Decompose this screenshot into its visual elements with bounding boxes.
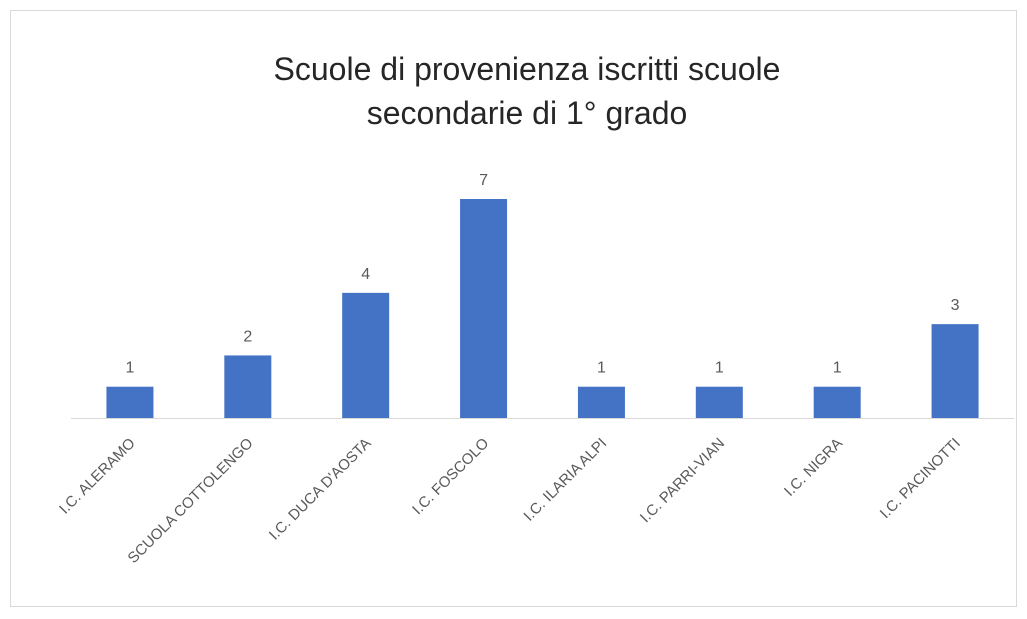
data-label: 1 [715, 360, 724, 377]
bar [931, 324, 979, 418]
bar [813, 386, 861, 418]
data-label: 7 [479, 172, 488, 189]
data-label: 1 [125, 360, 134, 377]
chart-title: secondarie di 1° grado [367, 95, 688, 131]
data-label: 4 [361, 266, 370, 283]
bar [342, 292, 390, 418]
bar [460, 199, 508, 418]
data-label: 1 [597, 360, 606, 377]
data-label: 1 [833, 360, 842, 377]
data-label: 2 [243, 328, 252, 345]
chart-title: Scuole di provenienza iscritti scuole [274, 51, 781, 87]
chart-border [10, 10, 1017, 607]
data-label: 3 [951, 297, 960, 314]
bar [577, 386, 625, 418]
bar [224, 355, 272, 418]
bar [695, 386, 743, 418]
bar [106, 386, 154, 418]
